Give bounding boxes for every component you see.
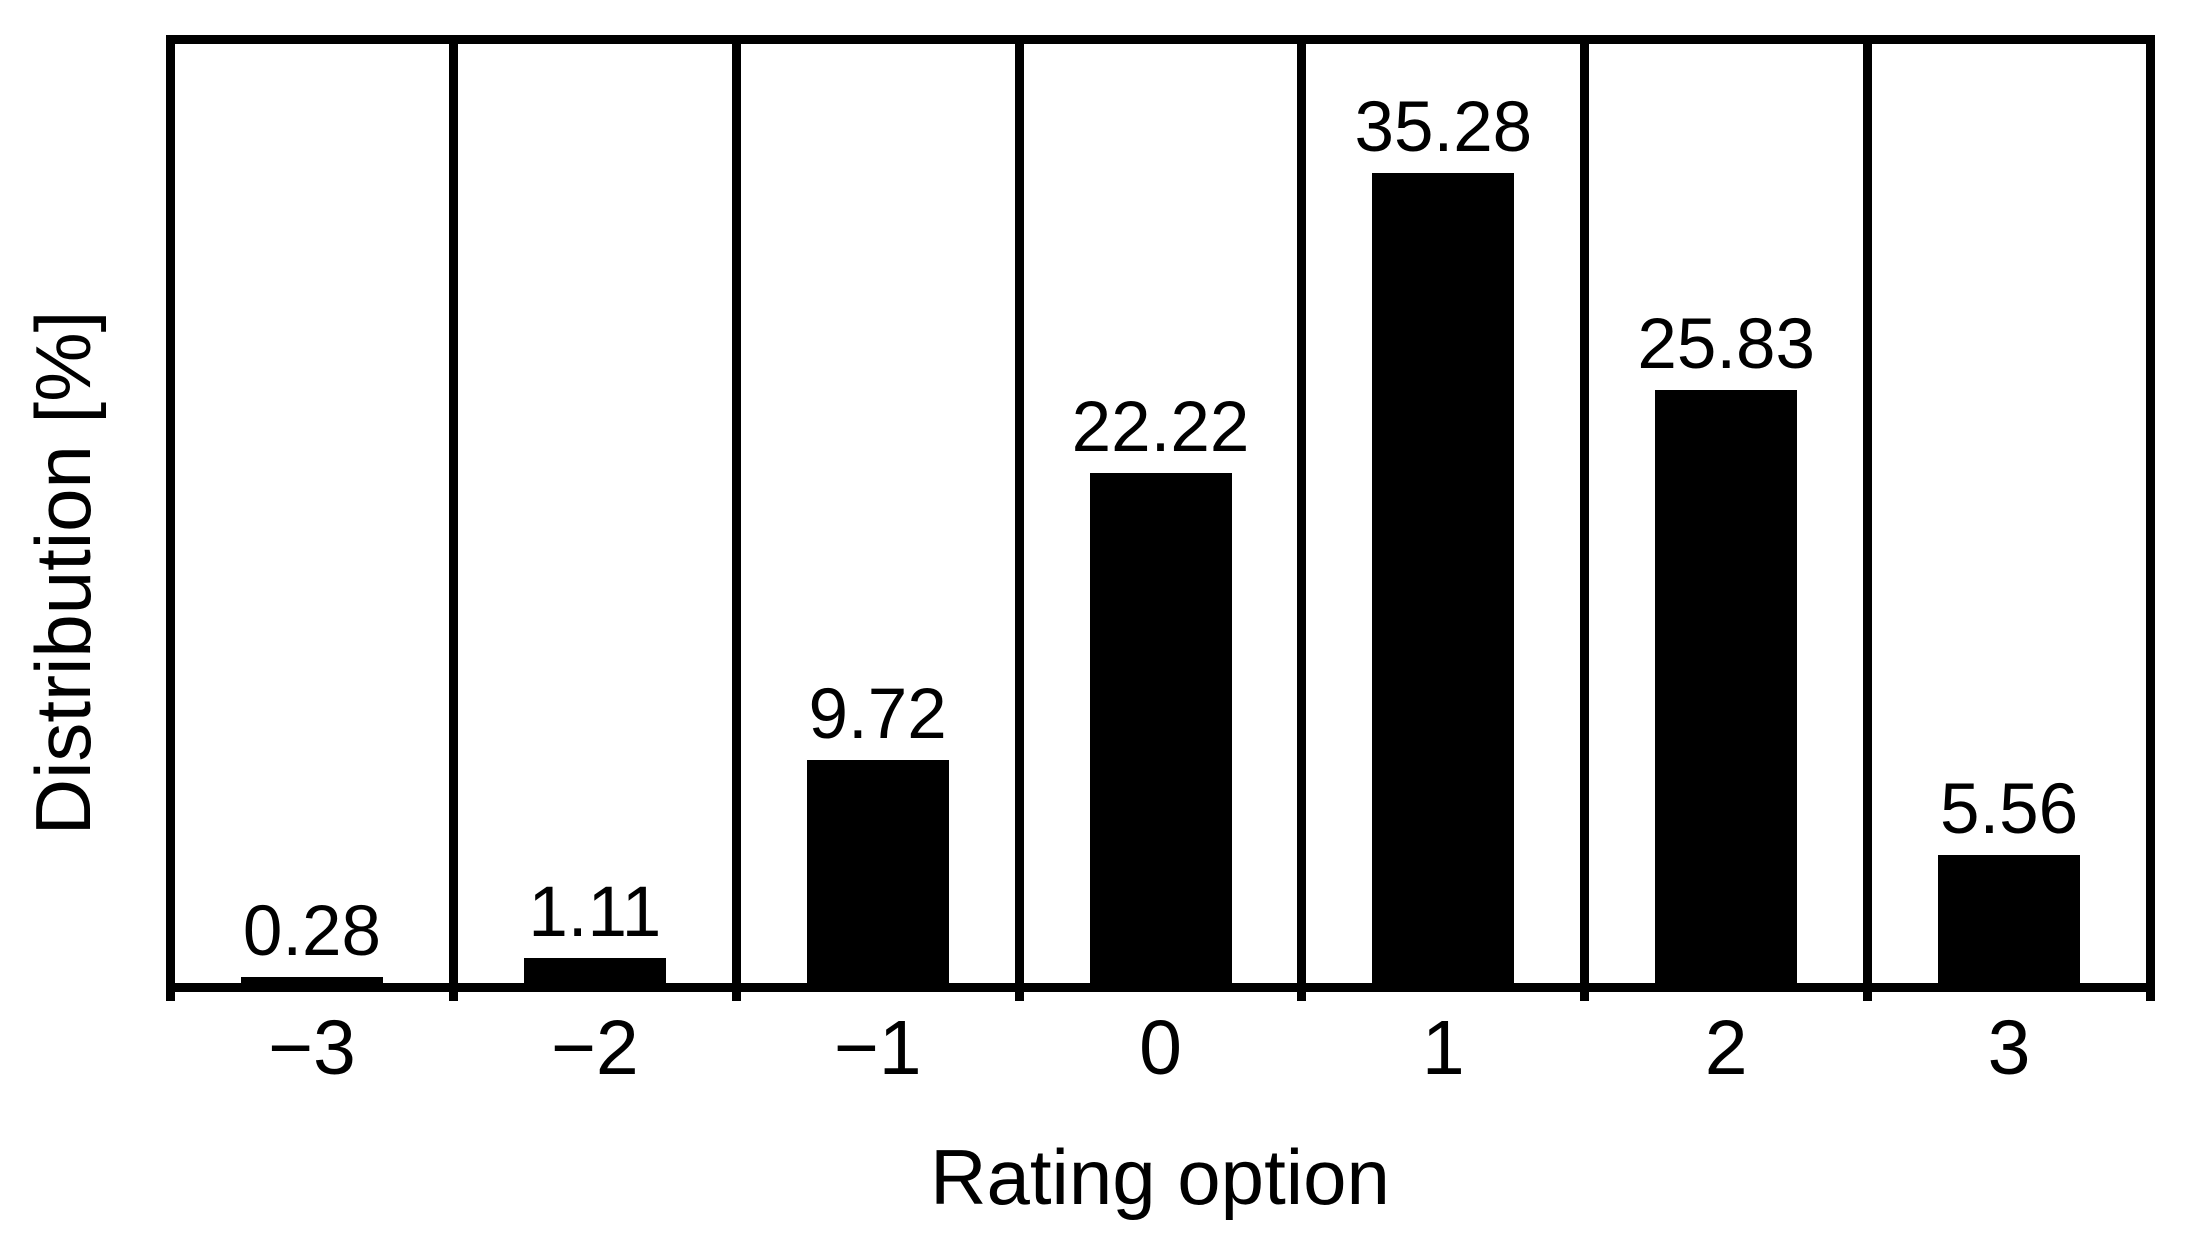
x-axis-tick <box>1014 992 1024 1001</box>
cell-divider-line <box>448 44 458 983</box>
bar-value-label: 25.83 <box>1637 305 1816 385</box>
cell-divider-line <box>1297 44 1307 983</box>
x-axis-tick <box>1580 992 1590 1001</box>
cell-divider-line <box>1863 44 1873 983</box>
y-axis-label: Distribution [%] <box>19 310 107 836</box>
x-axis-tick <box>1863 992 1873 1001</box>
bar-value-label: 1.11 <box>528 872 662 952</box>
bar <box>240 976 383 983</box>
cell-divider-line <box>731 44 741 983</box>
bar-value-label: 0.28 <box>242 891 382 971</box>
x-axis-label: Rating option <box>930 1133 1390 1221</box>
x-tick-label: 0 <box>1139 1005 1182 1091</box>
bar-value-label: 5.56 <box>1939 770 2079 850</box>
x-axis-tick <box>1297 992 1307 1001</box>
bar <box>1372 173 1515 983</box>
plot-area <box>166 35 2155 992</box>
x-tick-label: 1 <box>1421 1005 1465 1091</box>
bar <box>1938 855 2081 983</box>
x-tick-label: −1 <box>833 1005 922 1091</box>
x-axis-tick <box>2146 992 2155 1001</box>
x-axis-tick <box>448 992 458 1001</box>
x-tick-label: 2 <box>1704 1005 1748 1091</box>
bar <box>523 957 666 983</box>
bar <box>1089 473 1232 983</box>
x-axis-tick <box>731 992 741 1001</box>
bar-value-label: 35.28 <box>1354 88 1533 168</box>
bar-value-label: 22.22 <box>1071 388 1250 468</box>
x-tick-label: −2 <box>550 1005 639 1091</box>
bar <box>806 759 949 983</box>
bar-value-label: 9.72 <box>808 674 947 754</box>
bar <box>1655 390 1798 983</box>
cell-divider-line <box>1580 44 1590 983</box>
x-tick-label: 3 <box>1987 1005 2031 1091</box>
cell-divider-line <box>1014 44 1024 983</box>
x-tick-label: −3 <box>268 1005 356 1091</box>
x-axis-tick <box>166 992 175 1001</box>
